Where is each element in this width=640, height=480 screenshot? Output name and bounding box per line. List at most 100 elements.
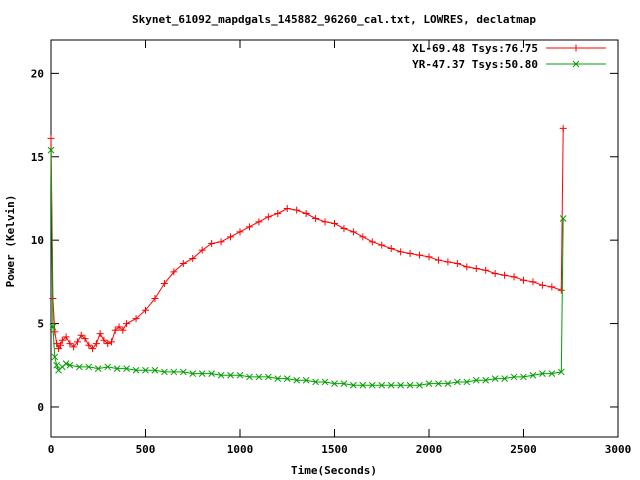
data-point	[397, 381, 405, 389]
series-line-xl	[50, 128, 564, 350]
data-point	[85, 363, 93, 371]
x-tick-label: 2000	[416, 443, 443, 456]
data-point	[73, 338, 81, 346]
data-point	[397, 248, 405, 256]
data-point	[283, 375, 291, 382]
data-point	[160, 280, 168, 288]
data-point	[51, 353, 59, 361]
data-point	[538, 281, 546, 289]
y-tick-label: 20	[31, 67, 44, 80]
data-point	[55, 345, 63, 353]
data-point	[189, 370, 197, 377]
data-point	[119, 326, 127, 334]
x-tick-label: 500	[136, 443, 156, 456]
data-point	[548, 370, 556, 377]
data-point	[227, 233, 235, 241]
data-point	[123, 320, 131, 328]
data-point	[501, 271, 509, 279]
data-point	[198, 246, 206, 254]
data-point	[56, 341, 64, 349]
data-point	[387, 381, 395, 389]
data-point	[529, 371, 537, 379]
data-point	[416, 381, 423, 389]
data-point	[482, 376, 490, 384]
data-point	[208, 370, 216, 377]
data-point	[179, 368, 187, 376]
data-point	[548, 283, 556, 291]
data-point	[142, 306, 149, 314]
data-point	[293, 376, 301, 384]
data-point	[92, 340, 100, 348]
data-point	[340, 380, 348, 387]
x-axis-label: Time(Seconds)	[291, 464, 377, 477]
data-point	[331, 380, 338, 387]
data-point	[132, 366, 140, 374]
data-point	[246, 373, 253, 381]
data-point	[198, 370, 206, 377]
data-point	[75, 363, 83, 371]
data-point	[529, 278, 537, 286]
data-point	[66, 361, 74, 369]
y-tick-label: 0	[37, 401, 44, 414]
data-point	[321, 218, 329, 226]
data-point	[264, 213, 272, 221]
data-point	[539, 370, 546, 377]
data-point	[208, 240, 216, 248]
legend-entry-xl: XL-69.48 Tsys:76.75	[412, 42, 606, 55]
data-point	[368, 238, 376, 246]
data-point	[387, 245, 395, 253]
y-tick-label: 10	[31, 234, 44, 247]
data-point	[255, 373, 263, 381]
data-point	[161, 368, 168, 376]
data-point	[100, 336, 108, 344]
data-point	[170, 368, 178, 376]
data-point	[472, 376, 480, 384]
data-point	[47, 134, 55, 142]
x-tick-label: 0	[48, 443, 55, 456]
data-point	[170, 268, 178, 276]
data-point	[559, 215, 567, 222]
data-point	[557, 368, 565, 376]
data-point	[236, 371, 244, 379]
data-point	[435, 380, 442, 387]
data-point	[132, 315, 140, 323]
data-point	[434, 256, 442, 264]
data-point	[302, 376, 310, 384]
y-tick-label: 15	[31, 151, 44, 164]
data-point	[104, 363, 112, 371]
legend: XL-69.48 Tsys:76.75 YR-47.37 Tsys:50.80	[412, 42, 606, 71]
data-point	[510, 273, 518, 281]
data-point	[321, 378, 329, 386]
data-point	[406, 250, 414, 258]
data-point	[463, 378, 471, 386]
data-point	[557, 286, 565, 294]
data-point	[94, 365, 102, 372]
data-point	[444, 258, 452, 266]
x-tick-label: 1000	[227, 443, 254, 456]
legend-marker-xl	[572, 44, 580, 52]
series-xl	[47, 124, 567, 353]
data-point	[378, 381, 386, 389]
data-point	[62, 333, 70, 341]
data-point	[245, 223, 253, 231]
data-point	[107, 338, 115, 346]
data-point	[416, 251, 424, 259]
data-point	[49, 323, 57, 331]
data-point	[51, 328, 59, 336]
data-point	[85, 341, 93, 349]
legend-marker-yr	[572, 60, 580, 68]
data-point	[179, 260, 187, 268]
data-point	[77, 331, 85, 339]
data-point	[274, 209, 282, 217]
data-point	[312, 214, 320, 222]
data-point	[491, 270, 499, 278]
data-point	[378, 241, 386, 249]
y-axis-ticks: 0 5 10 15 20	[31, 67, 618, 414]
data-point	[217, 238, 225, 246]
data-point	[463, 263, 471, 271]
data-point	[58, 336, 66, 344]
data-point	[255, 218, 263, 226]
data-point	[47, 146, 55, 154]
series-yr	[47, 146, 567, 389]
